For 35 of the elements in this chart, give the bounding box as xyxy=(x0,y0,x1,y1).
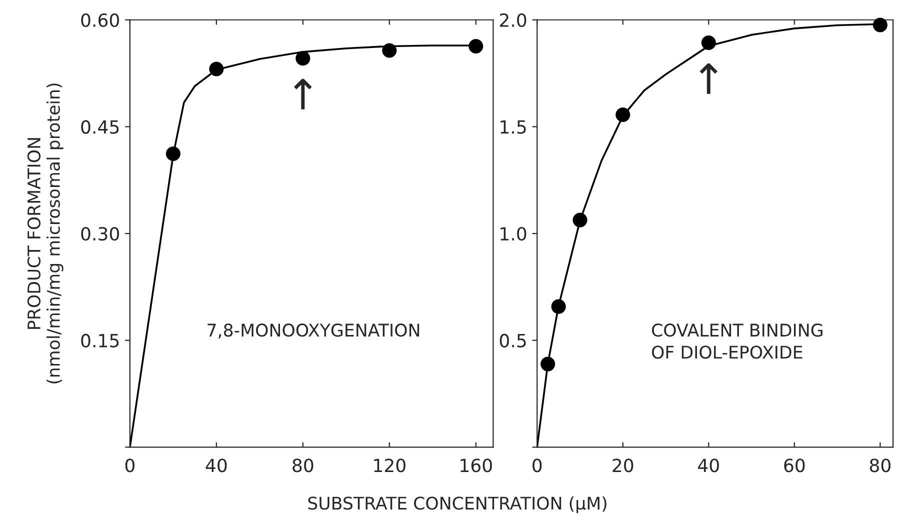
y-tick-label: 0.15 xyxy=(81,334,119,348)
point xyxy=(209,62,224,76)
x-tick-label: 160 xyxy=(460,458,492,472)
point xyxy=(572,212,588,228)
point xyxy=(872,18,888,32)
x-tick-label: 40 xyxy=(698,458,719,472)
y-tick-label: 1.0 xyxy=(500,226,526,241)
y-tick-label: 2.0 xyxy=(500,13,526,27)
point xyxy=(551,299,566,314)
x-tick-label: 120 xyxy=(374,458,406,472)
y-tick-label: 0.60 xyxy=(81,13,120,27)
x-tick-label: 20 xyxy=(612,458,634,472)
point xyxy=(701,35,716,50)
annotation: COVALENT BINDING OF DIOL-EPOXIDE xyxy=(652,324,822,359)
point xyxy=(166,146,180,162)
annotation: ↑ xyxy=(700,63,718,94)
point xyxy=(382,43,397,58)
point xyxy=(540,356,556,372)
x-tick-label: 0 xyxy=(532,458,542,472)
y-axis-title: PRODUCT FORMATION (nmol/min/mg microsomal protein) xyxy=(27,84,64,384)
point xyxy=(616,107,630,122)
y-tick-label: 1.5 xyxy=(500,120,526,134)
y-tick-label: 0.45 xyxy=(81,120,119,134)
x-tick-label: 80 xyxy=(870,458,890,472)
annotation: 7,8-MONOOXYGENATION xyxy=(208,324,420,338)
point xyxy=(468,38,484,54)
annotation: ↑ xyxy=(294,78,312,110)
x-tick-label: 0 xyxy=(125,458,134,472)
x-tick-label: 80 xyxy=(292,458,314,472)
x-tick-label: 40 xyxy=(206,458,227,472)
y-tick-label: 0.30 xyxy=(81,226,120,241)
point xyxy=(296,51,310,66)
x-tick-label: 60 xyxy=(784,458,805,472)
y-tick-label: 0.5 xyxy=(500,334,526,348)
x-axis-title: SUBSTRATE CONCENTRATION (μM) xyxy=(308,496,606,514)
